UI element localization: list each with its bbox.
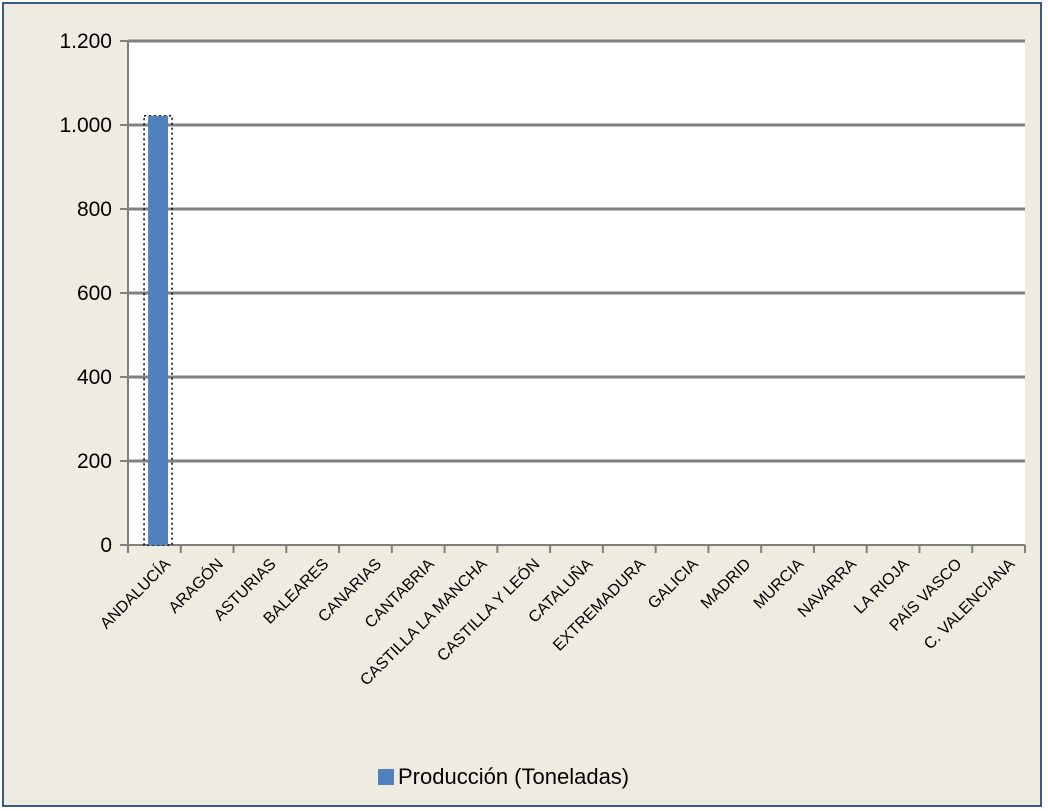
y-tick-label: 200 — [77, 450, 112, 473]
y-tick-label: 0 — [100, 534, 112, 557]
y-tick-label: 1.200 — [59, 30, 112, 53]
y-tick-label: 1.000 — [59, 114, 112, 137]
legend: Producción (Toneladas) — [378, 764, 629, 790]
x-category-label: MADRID — [698, 556, 755, 613]
legend-swatch — [378, 769, 394, 785]
y-tick-label: 600 — [77, 282, 112, 305]
x-category-label: GALICIA — [645, 556, 702, 613]
y-tick-label: 800 — [77, 198, 112, 221]
bar — [148, 115, 169, 545]
x-category-label: C. VALENCIANA — [921, 556, 1019, 654]
y-tick-label: 400 — [77, 366, 112, 389]
x-category-label: ANDALUCÍA — [96, 554, 174, 632]
legend-label: Producción (Toneladas) — [398, 764, 630, 789]
x-category-label: CASTILLA Y LEÓN — [433, 554, 543, 664]
x-category-label: EXTREMADURA — [550, 556, 649, 655]
bar-chart: 02004006008001.0001.200ANDALUCÍAARAGÓNAS… — [59, 30, 1026, 689]
